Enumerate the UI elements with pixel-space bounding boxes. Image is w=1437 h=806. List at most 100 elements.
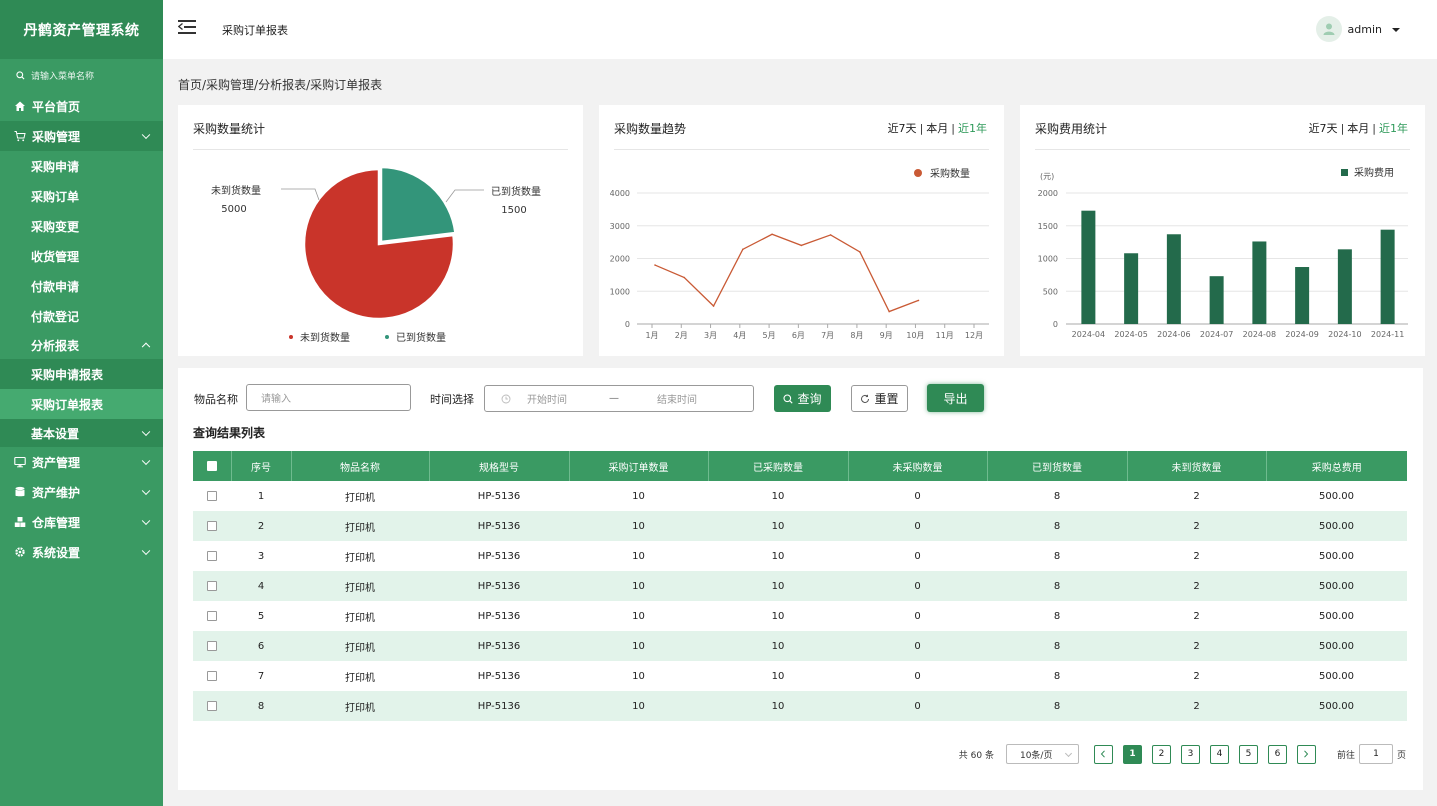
sidebar-item-payment-apply[interactable]: 付款申请 — [31, 279, 80, 294]
table-row[interactable]: 7 打印机 HP-5136 10 10 0 8 2 500.00 — [193, 661, 1407, 691]
row-checkbox[interactable] — [207, 580, 217, 591]
sidebar-item-asset-mgmt[interactable]: 资产管理 — [0, 447, 163, 477]
sidebar-item-receiving[interactable]: 收货管理 — [31, 249, 80, 264]
search-icon — [783, 393, 794, 404]
tab-month[interactable]: 本月 — [926, 122, 949, 135]
table-cell: HP-5136 — [477, 610, 521, 622]
table-cell: 500.00 — [1266, 631, 1407, 661]
row-checkbox[interactable] — [207, 640, 217, 651]
table-cell: 10 — [771, 550, 785, 562]
tab-7days[interactable]: 近7天 — [887, 122, 917, 135]
table-cell: 8 — [231, 691, 291, 721]
end-time-placeholder[interactable]: 结束时间 — [657, 395, 697, 406]
page-button[interactable]: 1 — [1122, 744, 1142, 764]
select-all-cell[interactable] — [193, 451, 232, 481]
sidebar-item-warehouse[interactable]: 仓库管理 — [0, 507, 163, 537]
row-select-cell[interactable] — [193, 691, 231, 721]
page-button[interactable]: 6 — [1267, 744, 1287, 764]
home-icon — [14, 100, 26, 112]
row-checkbox[interactable] — [207, 610, 217, 621]
sidebar-item-analysis[interactable]: 分析报表 — [0, 331, 163, 359]
page-button[interactable]: 4 — [1209, 744, 1229, 764]
table-cell: 8 — [987, 571, 1127, 601]
page-button[interactable]: 3 — [1180, 744, 1200, 764]
row-select-cell[interactable] — [193, 511, 231, 541]
page-button[interactable]: 5 — [1238, 744, 1258, 764]
x-tick-label: 6月 — [792, 331, 805, 340]
sidebar-item-purchase-order[interactable]: 采购订单 — [31, 189, 80, 204]
total-count: 共 60 条 — [958, 750, 994, 761]
chevron-down-icon — [141, 516, 151, 526]
row-select-cell[interactable] — [193, 541, 231, 571]
sidebar-item-system[interactable]: 系统设置 — [0, 537, 163, 567]
table-cell: 2 — [1127, 571, 1266, 601]
table-cell: 3 — [257, 550, 265, 562]
reset-button[interactable]: 重置 — [851, 385, 908, 412]
table-cell: HP-5136 — [429, 571, 569, 601]
column-header: 未采购数量 — [848, 451, 988, 481]
row-checkbox[interactable] — [207, 490, 217, 501]
tab-7days[interactable]: 近7天 — [1308, 122, 1338, 135]
menu-search[interactable]: 请输入菜单名称 — [0, 59, 163, 91]
data-point — [888, 310, 890, 313]
tab-1year[interactable]: 近1年 — [958, 122, 987, 135]
data-point — [712, 305, 715, 307]
table-row[interactable]: 2 打印机 HP-5136 10 10 0 8 2 500.00 — [193, 511, 1407, 541]
sidebar-item-purchase-apply[interactable]: 采购申请 — [31, 159, 80, 174]
table-row[interactable]: 3 打印机 HP-5136 10 10 0 8 2 500.00 — [193, 541, 1407, 571]
search-button[interactable]: 查询 — [774, 385, 831, 412]
page-button[interactable]: 2 — [1151, 744, 1171, 764]
goto-page-input[interactable]: 1 — [1358, 744, 1393, 764]
sidebar-item-apply-report[interactable]: 采购申请报表 — [0, 359, 163, 389]
sidebar-item-purchase-change[interactable]: 采购变更 — [31, 219, 80, 234]
select-all-checkbox[interactable] — [206, 460, 217, 471]
card-title: 采购费用统计 — [1035, 122, 1108, 136]
x-tick-label: 3月 — [704, 331, 717, 340]
table-row[interactable]: 4 打印机 HP-5136 10 10 0 8 2 500.00 — [193, 571, 1407, 601]
data-point — [829, 234, 832, 236]
row-checkbox[interactable] — [207, 670, 217, 681]
table-row[interactable]: 8 打印机 HP-5136 10 10 0 8 2 500.00 — [193, 691, 1407, 721]
sidebar-item-home[interactable]: 平台首页 — [0, 91, 163, 121]
collapse-menu-icon[interactable] — [178, 18, 196, 36]
warehouse-icon — [14, 516, 26, 528]
x-tick-label: 8月 — [850, 331, 863, 340]
tab-month[interactable]: 本月 — [1347, 122, 1370, 135]
tab-1year[interactable]: 近1年 — [1379, 122, 1408, 135]
row-select-cell[interactable] — [193, 601, 231, 631]
start-time-placeholder[interactable]: 开始时间 — [527, 395, 567, 406]
next-page-button[interactable] — [1296, 744, 1316, 764]
page-size-select[interactable]: 10条/页 — [1005, 744, 1079, 764]
prev-page-button[interactable] — [1093, 744, 1113, 764]
table-cell: 1 — [257, 490, 265, 502]
row-select-cell[interactable] — [193, 631, 231, 661]
row-checkbox[interactable] — [207, 700, 217, 711]
chevron-down-icon — [141, 427, 151, 437]
item-name-input[interactable]: 请输入 — [246, 384, 411, 411]
legend-marker — [914, 169, 922, 177]
pie-slice — [302, 167, 456, 321]
row-select-cell[interactable] — [193, 571, 231, 601]
table-cell: 打印机 — [291, 571, 429, 601]
row-checkbox[interactable] — [207, 520, 217, 531]
row-select-cell[interactable] — [193, 661, 231, 691]
goto-label: 前往 — [1336, 750, 1355, 761]
sidebar-item-order-report[interactable]: 采购订单报表 — [0, 389, 163, 419]
date-range-picker[interactable]: 开始时间 — 结束时间 — [484, 385, 754, 412]
table-row[interactable]: 1 打印机 HP-5136 10 10 0 8 2 500.00 — [193, 481, 1407, 511]
sidebar-item-purchase[interactable]: 采购管理 — [0, 121, 163, 151]
table-cell: 10 — [771, 670, 785, 682]
sidebar-item-asset-maint[interactable]: 资产维护 — [0, 477, 163, 507]
user-menu[interactable]: admin — [1315, 16, 1400, 42]
table-row[interactable]: 6 打印机 HP-5136 10 10 0 8 2 500.00 — [193, 631, 1407, 661]
row-checkbox[interactable] — [207, 550, 217, 561]
leader-line — [445, 189, 484, 203]
sidebar-item-basic-settings[interactable]: 基本设置 — [0, 419, 163, 447]
sidebar-item-payment-record[interactable]: 付款登记 — [31, 309, 80, 324]
table-cell: 2 — [1193, 670, 1200, 682]
row-select-cell[interactable] — [193, 481, 231, 511]
export-button[interactable]: 导出 — [927, 384, 984, 412]
table-row[interactable]: 5 打印机 HP-5136 10 10 0 8 2 500.00 — [193, 601, 1407, 631]
leader-line — [281, 188, 320, 201]
table-cell: 500.00 — [1319, 670, 1354, 682]
